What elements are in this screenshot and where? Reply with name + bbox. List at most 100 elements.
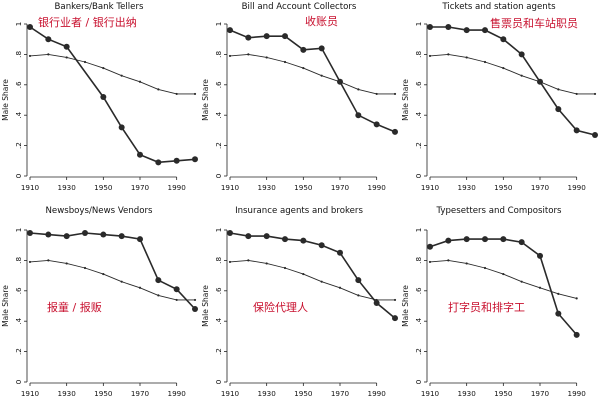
data-point-occupation: [155, 277, 162, 284]
data-point-overall: [428, 260, 432, 264]
x-tick-label: 1910: [21, 389, 40, 398]
data-point-overall: [65, 56, 68, 59]
y-tick-label: .8: [214, 51, 223, 58]
data-point-occupation: [82, 230, 88, 237]
x-tick-label: 1930: [58, 389, 77, 398]
data-point-overall: [65, 262, 68, 265]
data-point-occupation: [555, 310, 562, 317]
panel-newsboys: 0 .2 .4 .6 .8 1 Male Share 1910 1930 1950 1970 1990…: [0, 202, 198, 402]
y-tick-label: 1: [14, 228, 23, 233]
data-point-overall: [265, 56, 268, 59]
x-tick-label: 1950: [494, 183, 513, 192]
data-point-occupation: [318, 242, 325, 249]
y-tick-label: .2: [414, 348, 423, 355]
data-point-overall: [157, 88, 160, 91]
series-line-overall: [229, 53, 395, 95]
data-point-occupation: [173, 157, 180, 164]
data-point-overall: [102, 66, 105, 70]
data-point-overall: [447, 53, 450, 56]
data-point-overall: [175, 92, 178, 96]
y-tick-label: .6: [14, 287, 23, 294]
data-point-occupation: [263, 233, 270, 240]
data-point-overall: [520, 74, 523, 77]
data-point-overall: [593, 92, 597, 96]
data-point-overall: [320, 74, 323, 77]
data-point-overall: [102, 272, 105, 276]
data-point-overall: [83, 266, 87, 270]
data-point-overall: [357, 294, 360, 297]
data-point-overall: [375, 298, 378, 302]
y-tick-label: .4: [14, 317, 23, 324]
series-line-occupation: [229, 29, 396, 133]
panel-title: Newsboys/News Vendors: [45, 206, 153, 216]
data-point-overall: [375, 92, 378, 96]
panel-bankers: 0 .2 .4 .6 .8 1 Male Share 1910 1930 1950 1970 1990…: [0, 0, 198, 200]
chinese-annotation: 报童 / 报贩: [47, 301, 102, 314]
y-tick-label: 0: [214, 379, 223, 384]
data-point-overall: [228, 260, 232, 264]
x-tick-label: 1970: [531, 183, 550, 192]
data-point-occupation: [227, 27, 233, 34]
y-tick-label: .4: [214, 317, 223, 324]
y-tick-label: 0: [14, 173, 23, 178]
data-point-occupation: [245, 233, 252, 240]
data-point-overall: [265, 262, 268, 265]
data-point-overall: [283, 266, 287, 270]
data-point-occupation: [573, 127, 580, 134]
x-tick-label: 1970: [131, 389, 150, 398]
data-point-occupation: [137, 151, 143, 158]
y-axis-label: Male Share: [1, 79, 10, 121]
chart-svg-insurance: 0 .2 .4 .6 .8 1 Male Share 1910 1930 1950 1970 1990: [201, 228, 398, 398]
series-line-occupation: [429, 238, 578, 336]
data-point-occupation: [118, 233, 125, 240]
data-point-overall: [538, 286, 542, 289]
series-line-overall: [429, 259, 577, 299]
x-tick-label: 1910: [221, 183, 240, 192]
y-tick-label: 1: [214, 22, 223, 27]
data-point-occupation: [573, 331, 580, 338]
y-tick-label: .2: [14, 142, 23, 149]
series-line-occupation: [29, 232, 196, 310]
data-point-overall: [557, 292, 560, 295]
data-point-overall: [575, 92, 578, 96]
panel-ticket-agents: 0 .2 .4 .6 .8 1 Male Share 1910 1930 1950 1970 1990…: [400, 0, 598, 200]
y-tick-label: .2: [214, 348, 223, 355]
x-tick-label: 1990: [368, 389, 387, 398]
x-tick-label: 1950: [94, 389, 113, 398]
x-tick-label: 1990: [168, 183, 187, 192]
y-axis-label: Male Share: [401, 79, 410, 121]
data-point-overall: [393, 92, 397, 96]
data-point-occupation: [337, 249, 343, 256]
data-point-occupation: [45, 36, 52, 43]
data-point-occupation: [355, 112, 362, 119]
data-point-overall: [228, 54, 232, 58]
x-tick-label: 1930: [458, 389, 477, 398]
y-tick-label: .2: [214, 142, 223, 149]
data-point-occupation: [445, 237, 452, 244]
series-line-occupation: [430, 26, 596, 136]
data-point-occupation: [463, 236, 470, 243]
x-tick-label: 1990: [568, 389, 587, 398]
data-point-occupation: [300, 237, 307, 244]
y-tick-label: 1: [14, 22, 23, 27]
data-point-occupation: [427, 24, 433, 31]
y-tick-label: 0: [414, 173, 423, 178]
x-tick-label: 1990: [168, 389, 187, 398]
chart-svg-typesetters: 0 .2 .4 .6 .8 1 Male Share 1910 1930 1950 1970 1990: [401, 228, 587, 398]
data-point-overall: [465, 262, 468, 265]
data-point-overall: [338, 80, 342, 83]
y-axis-label: Male Share: [201, 79, 210, 121]
x-tick-label: 1930: [258, 183, 277, 192]
y-tick-label: .6: [214, 81, 223, 88]
y-tick-label: .6: [414, 81, 423, 88]
y-axis-label: Male Share: [401, 285, 410, 327]
data-point-occupation: [500, 236, 507, 243]
data-point-occupation: [373, 121, 380, 128]
data-point-overall: [502, 66, 505, 70]
data-point-overall: [357, 88, 360, 91]
data-point-overall: [247, 259, 250, 262]
data-point-occupation: [463, 27, 470, 34]
data-point-occupation: [482, 236, 488, 243]
y-tick-label: 0: [14, 379, 23, 384]
